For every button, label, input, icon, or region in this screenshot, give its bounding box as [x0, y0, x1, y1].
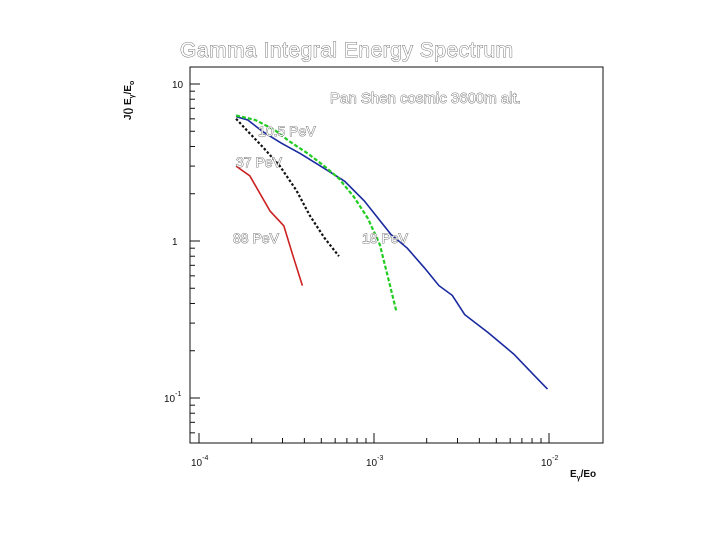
- y-tick-label: 10: [172, 80, 184, 91]
- y-tick-label: 1: [172, 237, 178, 248]
- x-tick-label: 10-3: [366, 455, 383, 469]
- series-line-1: [235, 115, 549, 390]
- series-label: 10.5 PeV: [258, 123, 316, 139]
- x-axis-title: Eγ/Eo: [570, 469, 596, 482]
- plot-frame: [189, 66, 604, 444]
- y-axis-title: J() Eγ/Eo: [123, 81, 136, 120]
- chart-title: Gamma Integral Energy Spectrum: [180, 39, 514, 62]
- series-line-3: [235, 118, 340, 257]
- x-tick-label: 10-4: [191, 455, 208, 469]
- chart-annotation: Pan Shen cosmic 3600m alt.: [330, 90, 521, 107]
- series-layer: [235, 114, 549, 390]
- series-line-4: [235, 165, 304, 286]
- y-tick-label: 10-1: [164, 391, 181, 405]
- axis-ticks: 10-4 10-3 10-2 10-1 1 10: [164, 80, 558, 469]
- series-label: 88 PeV: [233, 230, 280, 246]
- series-line-2: [235, 114, 398, 311]
- svg-text:J() Eγ/Eo: J() Eγ/Eo: [123, 81, 136, 120]
- x-tick-label: 10-2: [541, 455, 558, 469]
- series-label: 18 PeV: [362, 230, 409, 246]
- series-label: 37 PeV: [236, 154, 283, 170]
- series-labels: 10.5 PeV 18 PeV 37 PeV 88 PeV: [233, 123, 409, 247]
